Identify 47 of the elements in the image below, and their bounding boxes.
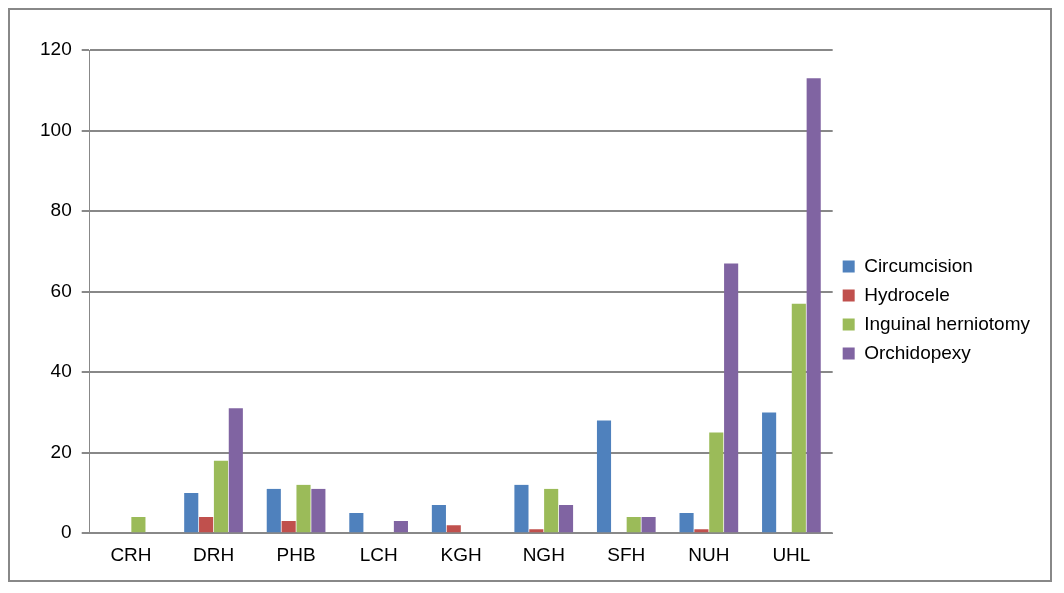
bar bbox=[544, 488, 559, 533]
y-tick-label: 40 bbox=[50, 360, 72, 382]
bar bbox=[281, 521, 296, 533]
bar bbox=[762, 412, 777, 533]
bar bbox=[131, 517, 146, 533]
legend-label: Orchidopexy bbox=[864, 341, 972, 363]
x-tick-label: CRH bbox=[110, 543, 152, 565]
bar bbox=[529, 529, 544, 533]
x-tick-label: PHB bbox=[276, 543, 316, 565]
bar bbox=[709, 432, 724, 533]
bar bbox=[626, 517, 641, 533]
bar bbox=[806, 78, 821, 533]
x-tick-label: UHL bbox=[772, 543, 811, 565]
bar bbox=[679, 513, 694, 533]
legend-label: Circumcision bbox=[864, 254, 973, 276]
x-tick-label: DRH bbox=[192, 543, 235, 565]
x-tick-label: SFH bbox=[607, 543, 646, 565]
x-tick-label: NUH bbox=[688, 543, 730, 565]
bar bbox=[393, 521, 408, 533]
legend-label: Inguinal herniotomy bbox=[864, 312, 1031, 334]
bar bbox=[446, 525, 461, 533]
bar bbox=[349, 513, 364, 533]
bar bbox=[558, 505, 574, 533]
bar bbox=[296, 484, 311, 533]
legend-label: Hydrocele bbox=[864, 283, 950, 305]
y-tick-label: 100 bbox=[40, 118, 72, 140]
bar bbox=[266, 488, 281, 533]
y-tick-label: 60 bbox=[50, 279, 72, 301]
bar bbox=[228, 408, 243, 533]
y-tick-label: 0 bbox=[61, 521, 72, 543]
bar bbox=[213, 460, 229, 533]
y-tick-label: 80 bbox=[50, 199, 72, 221]
bar bbox=[791, 303, 806, 533]
x-tick-label: NGH bbox=[522, 543, 565, 565]
bar bbox=[199, 517, 214, 533]
x-tick-label: KGH bbox=[440, 543, 482, 565]
y-tick-label: 20 bbox=[50, 440, 72, 462]
bar bbox=[694, 529, 709, 533]
bar bbox=[431, 505, 446, 533]
x-tick-label: LCH bbox=[359, 543, 398, 565]
y-tick-label: 120 bbox=[40, 38, 72, 60]
bar bbox=[724, 263, 739, 533]
bar bbox=[641, 517, 656, 533]
bar bbox=[514, 484, 529, 533]
bar bbox=[184, 492, 199, 533]
bar bbox=[596, 420, 612, 533]
bar bbox=[311, 488, 326, 533]
